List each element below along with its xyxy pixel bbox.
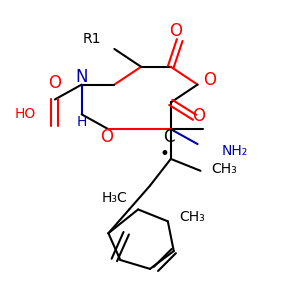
Text: O: O [193,107,206,125]
Text: O: O [203,71,216,89]
Text: CH₃: CH₃ [180,210,206,224]
Text: R1: R1 [82,32,101,46]
Text: CH₃: CH₃ [211,162,237,176]
Text: O: O [169,22,182,40]
Text: N: N [75,68,88,86]
Text: O: O [48,74,62,92]
Text: NH₂: NH₂ [221,145,248,158]
Text: HO: HO [14,107,36,121]
Text: H: H [76,115,87,129]
Text: •: • [160,146,170,164]
Text: H₃C: H₃C [102,190,128,205]
Text: O: O [100,128,113,146]
Text: C: C [164,128,175,146]
